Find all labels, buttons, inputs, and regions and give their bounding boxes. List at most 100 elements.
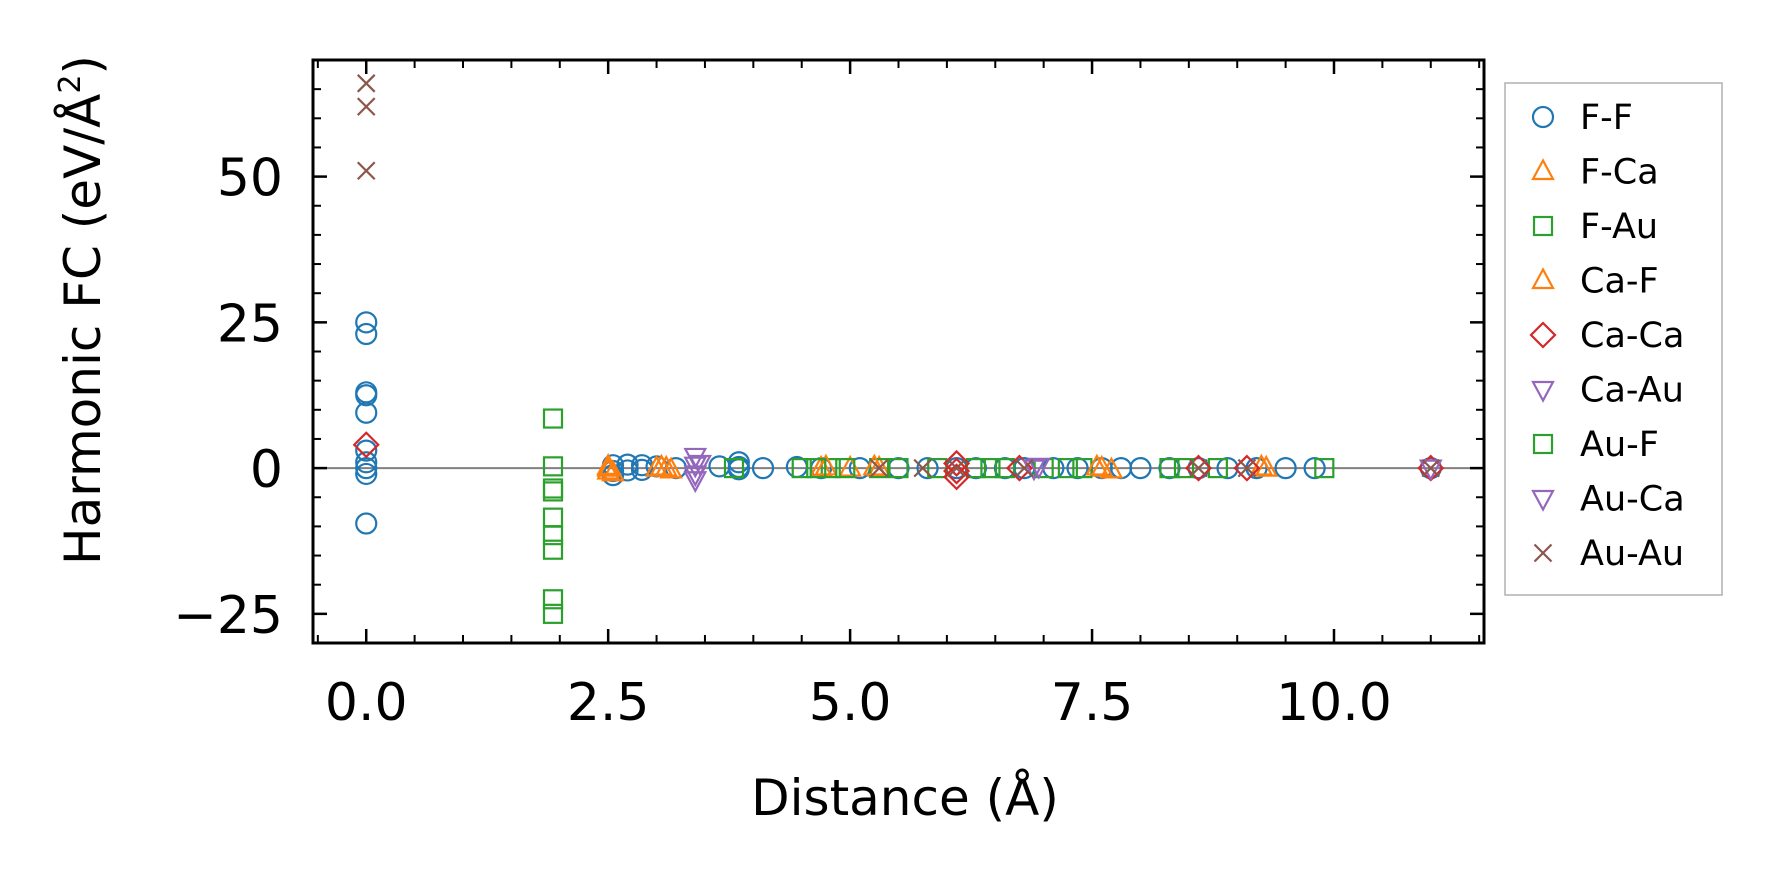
series-f-au xyxy=(542,408,1335,624)
data-point xyxy=(1237,458,1257,478)
data-point xyxy=(688,454,712,477)
data-point xyxy=(943,463,971,491)
legend-label: F-Ca xyxy=(1580,153,1659,193)
data-point xyxy=(355,384,378,407)
data-point xyxy=(791,458,812,479)
legend-marker xyxy=(1531,489,1555,512)
data-point xyxy=(683,471,708,494)
legend-label: Ca-Ca xyxy=(1580,316,1684,356)
x-tick-label: 0.0 xyxy=(325,673,408,733)
legend-label: Au-F xyxy=(1580,425,1659,465)
data-point xyxy=(1159,458,1180,479)
legend-entry: Ca-Ca xyxy=(1529,316,1684,356)
data-point xyxy=(1057,458,1078,479)
axis-ticks xyxy=(313,59,1484,644)
data-points xyxy=(352,74,1445,624)
series-au-au xyxy=(356,74,1441,478)
data-point xyxy=(352,431,380,459)
data-point xyxy=(542,603,564,624)
data-point xyxy=(1314,458,1335,479)
y-tick-label: −25 xyxy=(173,586,283,646)
series-f-ca xyxy=(596,454,1279,482)
legend-marker xyxy=(1531,267,1555,290)
data-point xyxy=(1189,458,1208,478)
data-point xyxy=(596,453,621,475)
legend-marker xyxy=(1532,433,1554,455)
y-tick-label: 50 xyxy=(217,149,283,209)
legend-label: Au-Ca xyxy=(1580,480,1685,520)
legend-marker xyxy=(1532,215,1554,237)
data-point xyxy=(355,401,378,424)
legend-entry: F-Ca xyxy=(1531,153,1659,193)
legend-entry: Ca-F xyxy=(1531,262,1659,302)
legend-box xyxy=(1504,82,1723,596)
data-point xyxy=(356,161,376,181)
legend-label: Au-Au xyxy=(1580,534,1684,574)
y-tick-label: 25 xyxy=(217,294,283,354)
data-point xyxy=(888,458,909,479)
data-point xyxy=(542,507,564,528)
data-point xyxy=(1015,458,1034,478)
data-point xyxy=(994,458,1016,479)
data-point xyxy=(1421,458,1441,478)
data-point xyxy=(649,453,674,476)
data-point xyxy=(1233,454,1261,482)
series-f-f xyxy=(355,311,1442,535)
legend-entry: F-F xyxy=(1531,98,1633,138)
data-point xyxy=(835,458,856,479)
data-point xyxy=(1129,457,1152,480)
data-point xyxy=(806,458,827,479)
x-axis-label: Distance (Å) xyxy=(751,769,1059,827)
legend-label: F-F xyxy=(1580,98,1633,138)
data-point xyxy=(542,456,564,477)
data-point xyxy=(616,453,639,476)
data-point xyxy=(356,74,376,93)
data-point xyxy=(1173,458,1195,479)
legend-label: F-Au xyxy=(1580,207,1658,247)
legend-entry: Ca-Au xyxy=(1531,371,1684,411)
data-point xyxy=(355,451,378,474)
series-au-ca xyxy=(688,454,1051,480)
data-point xyxy=(542,525,564,546)
data-point xyxy=(601,459,625,482)
data-point xyxy=(355,512,378,535)
data-point xyxy=(980,458,1001,479)
data-point xyxy=(867,454,891,477)
legend-marker xyxy=(1531,105,1555,129)
series-ca-au xyxy=(683,447,1443,494)
data-point xyxy=(1274,457,1297,480)
legend-marker xyxy=(1531,380,1555,403)
data-point xyxy=(542,481,564,502)
x-tick-label: 7.5 xyxy=(1051,673,1134,733)
data-point xyxy=(630,458,654,481)
x-tick-labels: 0.0 2.5 5.0 7.5 10.0 xyxy=(325,673,1392,733)
data-point xyxy=(1022,459,1046,482)
data-point xyxy=(355,311,378,334)
data-point xyxy=(1085,453,1109,476)
data-point xyxy=(869,458,889,478)
data-point xyxy=(1418,459,1443,482)
data-point xyxy=(659,456,683,479)
legend-marker xyxy=(1533,543,1553,563)
legend-label: Ca-F xyxy=(1580,262,1659,302)
data-point xyxy=(542,539,564,560)
data-point xyxy=(356,97,376,116)
data-point xyxy=(1099,456,1124,479)
legend-label: Ca-Au xyxy=(1580,371,1684,411)
plot-frame xyxy=(311,58,1486,645)
y-tick-label: 0 xyxy=(250,440,283,500)
legend-entry: Au-Ca xyxy=(1531,480,1685,520)
data-point xyxy=(355,462,378,486)
legend-entry: Au-F xyxy=(1532,425,1659,465)
data-point xyxy=(1207,458,1228,479)
data-point xyxy=(596,457,621,480)
data-point xyxy=(947,458,966,478)
legend-entry: F-Au xyxy=(1532,207,1658,247)
data-point xyxy=(542,589,564,610)
data-point xyxy=(1026,457,1051,480)
data-point xyxy=(869,458,890,479)
y-tick-labels: −25 0 25 50 xyxy=(173,149,283,646)
x-tick-label: 10.0 xyxy=(1276,673,1392,733)
data-point xyxy=(723,458,745,479)
data-point xyxy=(913,458,932,478)
